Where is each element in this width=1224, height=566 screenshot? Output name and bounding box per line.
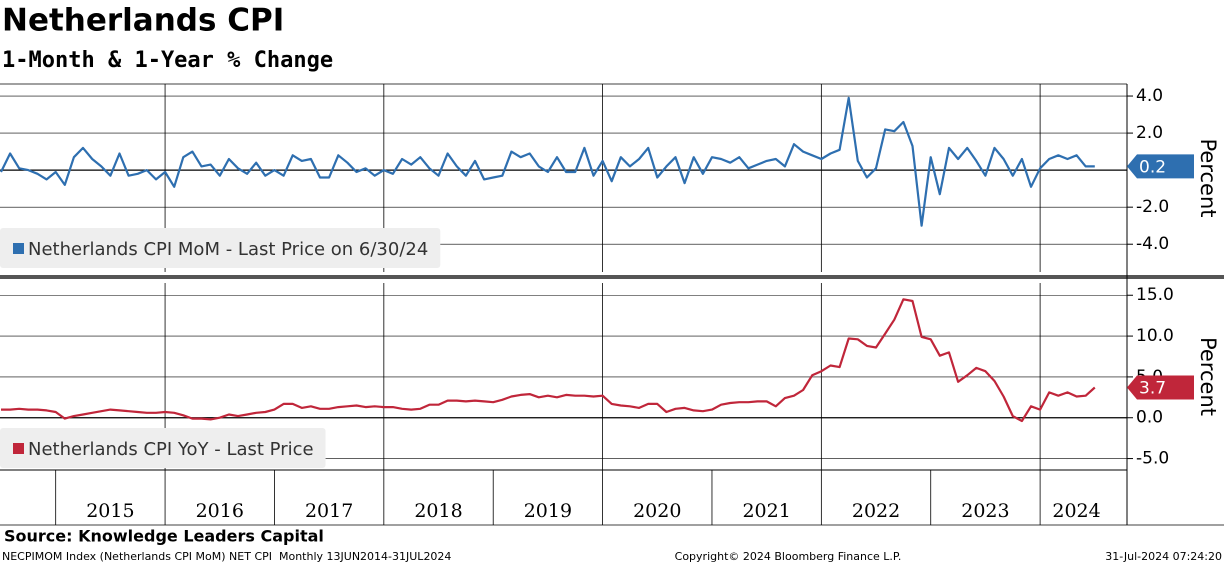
y-tick-label: -2.0 xyxy=(1136,197,1169,217)
legend-label: Netherlands CPI MoM - Last Price on 6/30… xyxy=(28,239,428,260)
y-tick-label: 4.0 xyxy=(1136,86,1163,106)
x-tick-label: 2015 xyxy=(86,500,134,522)
x-tick-label: 2021 xyxy=(742,500,790,522)
series-line xyxy=(0,96,1095,227)
footer-left: NECPIMOM Index (Netherlands CPI MoM) NET… xyxy=(2,550,451,563)
source: Source: Knowledge Leaders Capital xyxy=(4,527,324,546)
last-value-tag xyxy=(1127,375,1194,400)
footer-right: 31-Jul-2024 07:24:20 xyxy=(1105,550,1222,563)
chart-title: Netherlands CPI xyxy=(2,3,284,39)
x-tick-label: 2019 xyxy=(524,500,572,522)
legend-swatch xyxy=(13,443,24,454)
y-tick-label: -4.0 xyxy=(1136,234,1169,254)
y-tick-label: 10.0 xyxy=(1136,326,1174,346)
chart-subtitle: 1-Month & 1-Year % Change xyxy=(2,48,333,73)
x-tick-label: 2024 xyxy=(1052,500,1100,522)
x-tick-label: 2023 xyxy=(961,500,1009,522)
y-axis-label: Percent xyxy=(1196,337,1220,416)
last-value-label: 0.2 xyxy=(1139,157,1166,177)
legend-label: Netherlands CPI YoY - Last Price xyxy=(28,439,314,460)
y-tick-label: 0.0 xyxy=(1136,408,1163,428)
y-tick-label: 15.0 xyxy=(1136,285,1174,305)
y-tick-label: -5.0 xyxy=(1136,449,1169,469)
x-tick-label: 2022 xyxy=(852,500,900,522)
footer-center: Copyright© 2024 Bloomberg Finance L.P. xyxy=(675,550,902,563)
x-tick-label: 2016 xyxy=(196,500,244,522)
y-axis-label: Percent xyxy=(1196,138,1220,217)
legend-box xyxy=(0,428,326,468)
x-tick-label: 2020 xyxy=(633,500,681,522)
series-line xyxy=(1,298,1096,423)
legend-box xyxy=(0,228,441,268)
x-tick-label: 2017 xyxy=(305,500,353,522)
x-tick-label: 2018 xyxy=(414,500,462,522)
legend-swatch xyxy=(13,243,24,254)
last-value-tag xyxy=(1127,154,1194,179)
last-value-label: 3.7 xyxy=(1139,379,1166,399)
panel-divider xyxy=(0,275,1224,279)
y-tick-label: 2.0 xyxy=(1136,123,1163,143)
